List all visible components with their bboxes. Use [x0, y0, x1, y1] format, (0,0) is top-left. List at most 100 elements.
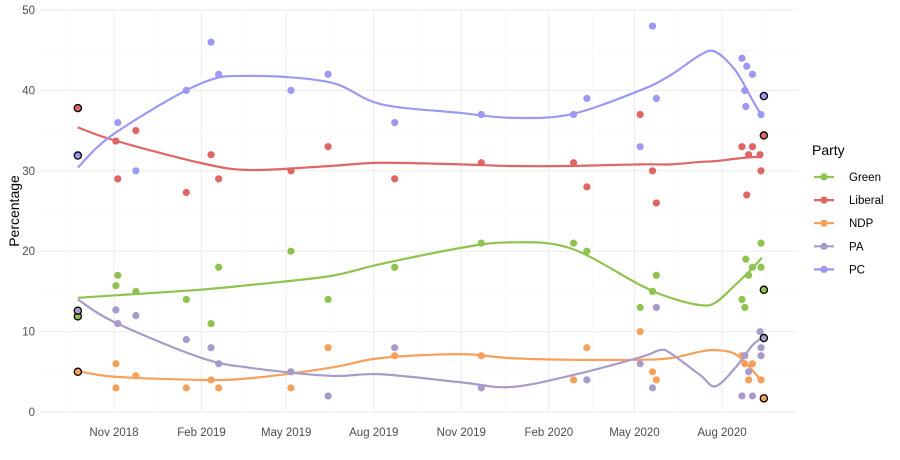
green-election-result	[759, 285, 769, 295]
x-tick-label: Nov 2018	[89, 427, 138, 439]
liberal-poll-point	[745, 151, 753, 159]
ndp-poll-point	[391, 352, 399, 360]
pc-poll-point	[324, 70, 332, 78]
liberal-poll-point	[648, 167, 657, 175]
pa-election-result	[759, 333, 769, 343]
pc-poll-point	[648, 22, 657, 30]
liberal-poll-point	[182, 188, 190, 197]
ndp-poll-point	[748, 360, 757, 368]
x-tick-label: Nov 2019	[437, 427, 486, 439]
green-poll-point	[324, 295, 332, 304]
pc-poll-point	[391, 118, 399, 127]
liberal-poll-point	[743, 191, 751, 199]
green-poll-point	[207, 319, 215, 328]
ndp-poll-point	[652, 376, 660, 384]
pa-poll-point	[757, 344, 765, 352]
green-poll-point	[583, 247, 591, 255]
pa-election-result	[73, 306, 83, 315]
green-poll-point	[112, 282, 120, 290]
pa-poll-point	[583, 376, 591, 384]
green-trend-line	[77, 241, 763, 307]
ndp-poll-point	[112, 384, 120, 392]
ndp-poll-point	[287, 384, 295, 392]
legend-label-pc: PC	[849, 264, 865, 276]
liberal-poll-point	[287, 167, 295, 175]
pc-poll-point	[583, 94, 591, 103]
pc-poll-point	[215, 70, 223, 78]
ndp-election-result	[759, 394, 769, 403]
pc-poll-point	[477, 110, 485, 119]
pa-poll-point	[215, 360, 223, 368]
ndp-poll-point	[648, 368, 657, 376]
liberal-election-result	[73, 103, 83, 113]
liberal-poll-point	[112, 137, 120, 145]
green-poll-point	[636, 303, 644, 312]
pc-poll-point	[738, 54, 746, 62]
green-poll-point	[648, 287, 657, 295]
pc-poll-point	[569, 110, 578, 119]
green-poll-point	[287, 247, 295, 255]
pa-poll-point	[757, 352, 765, 360]
y-tick-label: 10	[22, 327, 35, 339]
pa-poll-point	[287, 368, 295, 376]
legend-key-point	[820, 196, 828, 204]
trend-lines	[77, 49, 763, 389]
legend-label-pa: PA	[849, 241, 864, 253]
x-tick-label: Feb 2019	[177, 427, 226, 439]
green-poll-point	[757, 263, 765, 271]
green-poll-point	[742, 255, 750, 263]
y-tick-label: 0	[29, 407, 35, 419]
green-poll-point	[741, 303, 749, 312]
pa-poll-point	[738, 392, 746, 400]
liberal-poll-point	[324, 143, 332, 151]
pc-poll-point	[757, 110, 765, 119]
legend-key-point	[820, 265, 828, 273]
green-poll-point	[569, 239, 578, 247]
green-poll-point	[738, 295, 746, 304]
pc-trend-line	[77, 49, 763, 169]
pa-poll-point	[741, 352, 749, 360]
ndp-poll-point	[757, 376, 765, 384]
liberal-election-result	[759, 131, 769, 140]
legend: Party Green Liberal NDP PA PC	[812, 142, 884, 276]
ndp-poll-point	[132, 372, 140, 380]
x-tick-label: Aug 2020	[697, 427, 746, 439]
pa-poll-point	[477, 384, 485, 392]
ndp-poll-point	[207, 376, 215, 384]
pc-poll-point	[743, 62, 751, 70]
ndp-poll-point	[741, 360, 749, 368]
liberal-poll-point	[757, 167, 765, 175]
pc-poll-point	[741, 86, 749, 94]
pc-poll-point	[207, 38, 215, 46]
grid	[40, 9, 797, 413]
x-axis: Nov 2018 Feb 2019 May 2019 Aug 2019 Nov 2019…	[89, 427, 746, 439]
liberal-trend-line	[77, 126, 762, 172]
pc-poll-point	[636, 143, 644, 151]
green-poll-point	[757, 239, 765, 247]
liberal-poll-point	[114, 175, 122, 183]
liberal-poll-point	[132, 127, 140, 135]
ndp-poll-point	[569, 376, 578, 384]
legend-label-ndp: NDP	[849, 218, 874, 230]
liberal-poll-point	[569, 159, 578, 167]
liberal-poll-point	[391, 175, 399, 183]
legend-key-point	[820, 219, 828, 227]
liberal-poll-point	[652, 199, 660, 207]
pa-poll-point	[112, 306, 120, 314]
legend-title: Party	[812, 142, 845, 158]
poll-points	[112, 22, 765, 400]
pa-poll-point	[636, 360, 644, 368]
green-poll-point	[745, 271, 753, 279]
pa-poll-point	[324, 392, 332, 400]
ndp-poll-point	[477, 352, 485, 360]
election-results	[73, 91, 769, 403]
green-poll-point	[652, 271, 660, 279]
liberal-poll-point	[636, 110, 644, 119]
pa-poll-point	[648, 384, 657, 392]
y-axis-title: Percentage	[6, 175, 22, 247]
pa-poll-point	[182, 336, 190, 344]
ndp-poll-point	[583, 344, 591, 352]
pc-election-result	[73, 151, 83, 160]
ndp-poll-point	[324, 344, 332, 352]
